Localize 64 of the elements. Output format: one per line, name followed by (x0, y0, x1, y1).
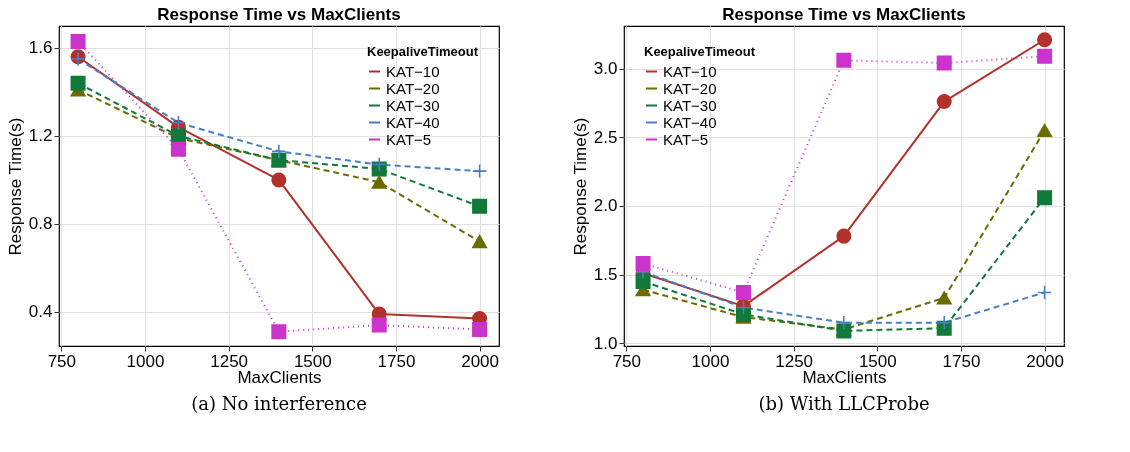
legend-label: KAT−5 (663, 130, 709, 148)
point (635, 273, 651, 289)
y-axis-title: Response Time(s) (5, 117, 25, 256)
legend-label: KAT−20 (663, 79, 717, 97)
point (936, 94, 952, 110)
point (735, 284, 751, 300)
y-tick-label: 1.2 (28, 126, 53, 146)
point (371, 157, 387, 173)
point (1037, 123, 1053, 137)
y-tick-label: 0.4 (28, 302, 53, 322)
x-tick-label: 1750 (942, 351, 981, 371)
chart-title: Response Time vs MaxClients (722, 5, 966, 24)
point (170, 115, 186, 131)
point (472, 163, 488, 179)
x-tick-label: 2000 (461, 351, 500, 371)
point (836, 52, 852, 68)
y-tick-label: 0.8 (28, 214, 53, 234)
y-tick-label: 2.0 (593, 196, 618, 216)
legend-label: KAT−5 (386, 130, 432, 148)
y-tick-label: 2.5 (593, 127, 618, 147)
x-tick-label: 1750 (377, 351, 416, 371)
text: (b) With LLCProbe (758, 393, 930, 414)
y-axis-title: Response Time(s) (570, 117, 590, 256)
legend-label: KAT−10 (663, 62, 717, 80)
point (472, 234, 488, 249)
point (271, 143, 287, 159)
point (472, 198, 488, 214)
x-tick-label: 2000 (1026, 351, 1065, 371)
y-tick-label: 1.0 (593, 333, 618, 353)
legend-label: KAT−20 (386, 79, 440, 97)
point (371, 317, 387, 333)
point (936, 55, 952, 71)
legend-label: KAT−40 (663, 113, 717, 131)
legend-label: KAT−30 (663, 96, 717, 114)
point (1037, 284, 1053, 300)
point (936, 315, 952, 331)
x-tick-label: 750 (612, 351, 642, 371)
chart-title: Response Time vs MaxClients (157, 5, 401, 24)
point (1037, 190, 1053, 206)
point (472, 322, 488, 338)
point (271, 172, 287, 188)
point (635, 256, 651, 272)
legend-label: KAT−30 (386, 96, 440, 114)
text: (a) No interference (191, 393, 367, 414)
point (1037, 48, 1053, 64)
point (836, 315, 852, 331)
legend-title: KeepaliveTimeout (367, 44, 479, 59)
legend-title: KeepaliveTimeout (644, 44, 756, 59)
y-tick-label: 1.6 (28, 38, 53, 58)
point (836, 228, 852, 244)
point (70, 33, 86, 49)
point (936, 291, 952, 305)
point (70, 75, 86, 91)
y-tick-label: 3.0 (593, 59, 618, 79)
point (371, 175, 387, 189)
point (170, 141, 186, 157)
y-tick-label: 1.5 (593, 265, 618, 285)
x-tick-label: 1000 (691, 351, 730, 371)
x-tick-label: 750 (47, 351, 77, 371)
point (271, 324, 287, 340)
legend-label: KAT−40 (386, 113, 440, 131)
point (1037, 32, 1053, 48)
legend-label: KAT−10 (386, 62, 440, 80)
x-tick-label: 1000 (126, 351, 165, 371)
